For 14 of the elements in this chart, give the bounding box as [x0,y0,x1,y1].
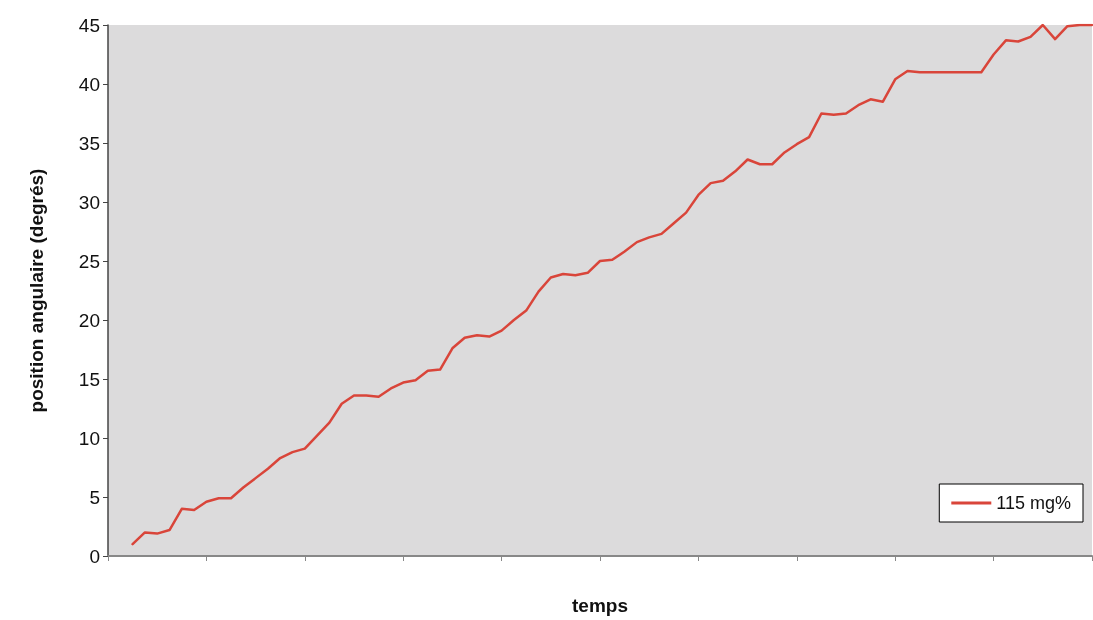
y-tick-label: 40 [78,73,100,95]
y-tick-label: 45 [78,14,100,36]
y-tick-label: 25 [78,250,100,272]
y-tick-label: 10 [78,427,100,449]
y-tick-label: 15 [78,368,100,390]
y-axis-title: position angulaire (degrés) [26,168,47,413]
y-tick-label: 5 [89,486,100,508]
y-tick-label: 0 [89,545,100,567]
y-tick-label: 20 [78,309,100,331]
line-series [131,23,1093,546]
legend-label: 115 mg% [996,493,1072,513]
y-tick-label: 30 [78,191,100,213]
y-tick-label: 35 [78,132,100,154]
x-axis-title: temps [572,595,628,616]
